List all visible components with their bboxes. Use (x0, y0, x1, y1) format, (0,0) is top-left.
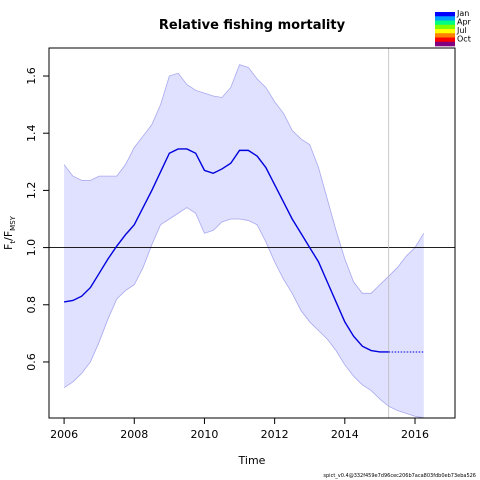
y-label-part: F (2, 244, 15, 250)
x-tick-label: 2012 (261, 428, 289, 441)
season-color (435, 37, 455, 43)
season-color (435, 16, 455, 21)
ci-upper (63, 64, 425, 294)
y-tick-label: 0.6 (25, 353, 38, 371)
chart-title: Relative fishing mortality (159, 18, 346, 33)
season-label: Jan (456, 9, 469, 18)
plot-area (49, 48, 455, 418)
plot-frame (48, 47, 456, 419)
y-tick-label: 0.8 (25, 296, 38, 314)
season-color (435, 20, 455, 26)
x-tick-label: 2016 (401, 428, 429, 441)
x-tick-label: 2010 (190, 428, 218, 441)
x-tick-label: 2014 (331, 428, 359, 441)
y-tick-label: 1.4 (25, 124, 38, 142)
y-label-part: /F (2, 231, 15, 241)
footer: spict_v0.4@332f459e7d96cec206b7aca803fdb… (323, 473, 476, 479)
season-color (435, 33, 455, 38)
y-tick-label: 1.0 (25, 239, 38, 257)
x-tick-label: 2008 (120, 428, 148, 441)
season-label: Oct (457, 35, 471, 44)
y-label-part: t (9, 241, 17, 244)
ci-band (64, 64, 424, 418)
y-tick-label: 1.6 (25, 67, 38, 85)
estimate-line (63, 148, 389, 353)
season-color (435, 12, 455, 17)
season-label: Jul (456, 26, 467, 35)
season-color (435, 29, 455, 34)
season-color (435, 24, 455, 30)
ci-lower (63, 207, 424, 418)
y-label-part: MSY (9, 215, 17, 230)
y-axis-label: Ft/FMSY (2, 215, 17, 250)
x-axis-label: Time (238, 454, 266, 467)
y-tick-label: 1.2 (25, 182, 38, 200)
season-color (435, 41, 455, 47)
x-tick-label: 2006 (50, 428, 78, 441)
season-label: Apr (457, 18, 472, 27)
